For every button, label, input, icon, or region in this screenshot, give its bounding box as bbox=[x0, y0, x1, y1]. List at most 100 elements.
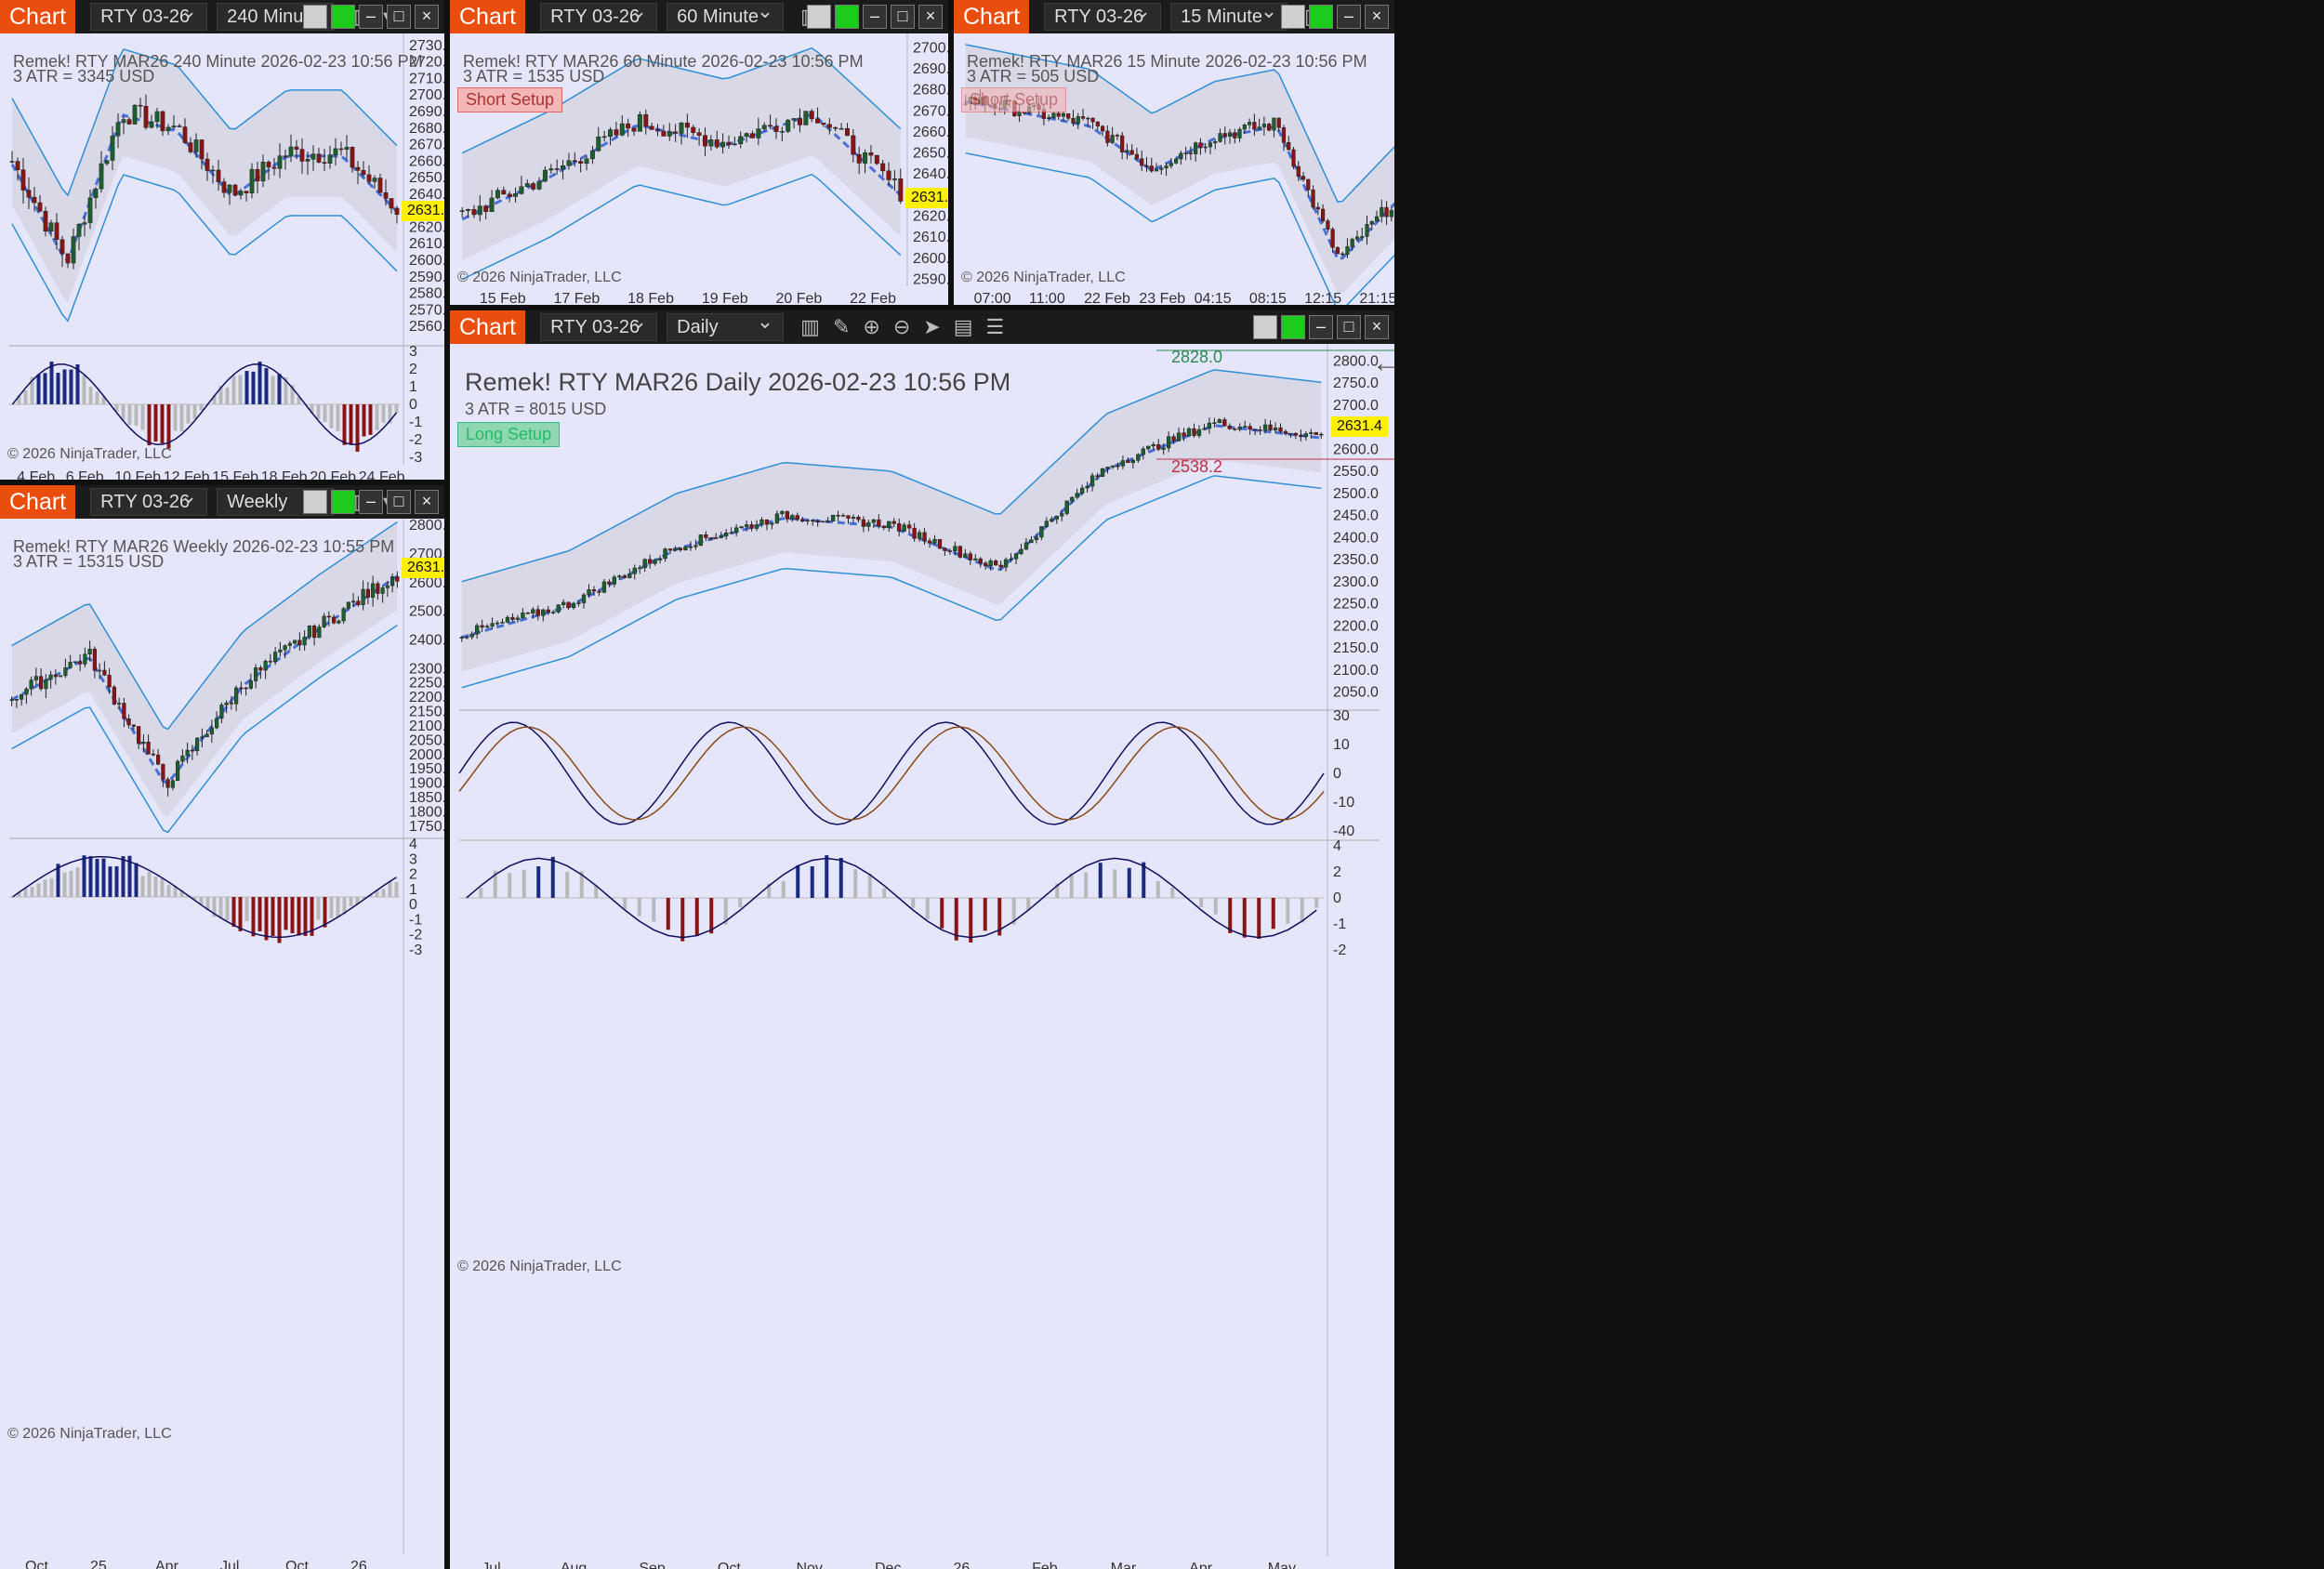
chart-daily-plot[interactable]: 2800.02750.02700.02650.02600.02550.02500… bbox=[450, 310, 1394, 1569]
interval-selector[interactable]: Daily bbox=[667, 310, 785, 341]
link-green-button[interactable] bbox=[331, 490, 355, 514]
stoch-tick-label: 10 bbox=[1333, 737, 1350, 753]
close-button[interactable]: × bbox=[918, 5, 943, 29]
candle-body bbox=[1182, 432, 1186, 437]
candle-body bbox=[390, 576, 395, 587]
minimize-button[interactable]: – bbox=[359, 490, 383, 514]
maximize-button[interactable]: □ bbox=[891, 5, 915, 29]
candle-body bbox=[171, 125, 177, 128]
maximize-button[interactable]: □ bbox=[387, 5, 411, 29]
candle-body bbox=[20, 169, 26, 191]
link-color-button[interactable] bbox=[303, 490, 327, 514]
y-tick-label: 2500.0 bbox=[409, 604, 444, 620]
instrument-selector[interactable]: RTY 03-26 bbox=[90, 0, 208, 31]
close-button[interactable]: × bbox=[1365, 5, 1389, 29]
histogram-bar bbox=[218, 897, 223, 918]
minimize-button[interactable]: – bbox=[1337, 5, 1361, 29]
link-color-button[interactable] bbox=[303, 5, 327, 29]
y-tick-label: 2700.0 bbox=[409, 87, 444, 103]
pencil-icon[interactable]: ✎ bbox=[832, 315, 851, 338]
x-tick-label: 08:15 bbox=[1249, 291, 1287, 305]
candle-body bbox=[507, 193, 512, 197]
chart-menu-button[interactable]: Chart bbox=[450, 310, 526, 344]
instrument-selector[interactable]: RTY 03-26 bbox=[540, 0, 658, 31]
histogram-bar bbox=[257, 897, 262, 932]
instrument-selector[interactable]: RTY 03-26 bbox=[90, 485, 208, 516]
candle-body bbox=[546, 609, 550, 613]
data-box-icon[interactable]: ▤ bbox=[953, 315, 973, 338]
candle-body bbox=[170, 780, 175, 788]
minimize-button[interactable]: – bbox=[1309, 315, 1333, 339]
histogram-bar bbox=[1271, 898, 1275, 930]
link-green-button[interactable] bbox=[1281, 315, 1305, 339]
candle-body bbox=[273, 652, 278, 662]
histogram-bar bbox=[796, 865, 800, 898]
interval-selector[interactable]: 60 Minute bbox=[667, 0, 785, 31]
chart-menu-button[interactable]: Chart bbox=[0, 485, 76, 519]
candle-body bbox=[372, 178, 377, 182]
close-button[interactable]: × bbox=[415, 5, 439, 29]
candle-body bbox=[1188, 152, 1193, 154]
candle-body bbox=[1288, 432, 1293, 435]
histogram-bar bbox=[1155, 880, 1160, 898]
minimize-button[interactable]: – bbox=[863, 5, 887, 29]
zoom-out-icon[interactable]: ⊖ bbox=[892, 315, 911, 338]
candle-body bbox=[698, 534, 704, 546]
pointer-icon[interactable]: ➤ bbox=[923, 315, 941, 338]
link-green-button[interactable] bbox=[1309, 5, 1333, 29]
candle-body bbox=[513, 193, 519, 197]
candle-body bbox=[770, 522, 774, 525]
instrument-selector[interactable]: RTY 03-26 bbox=[540, 310, 658, 341]
candle-body bbox=[1345, 246, 1350, 255]
candle-body bbox=[83, 653, 87, 665]
link-color-button[interactable] bbox=[1281, 5, 1305, 29]
candle-body bbox=[1281, 127, 1287, 143]
candle-body bbox=[861, 519, 866, 527]
candle-body bbox=[258, 667, 263, 671]
instrument-selector[interactable]: RTY 03-26 bbox=[1044, 0, 1162, 31]
chart-menu-button[interactable]: Chart bbox=[954, 0, 1030, 33]
chart-15min-plot[interactable]: 2690.02680.02670.02660.02650.02640.02630… bbox=[954, 0, 1394, 305]
candle-body bbox=[154, 111, 160, 123]
chart-weekly-plot[interactable]: 2800.02700.02600.02500.02400.02300.02250… bbox=[0, 485, 444, 1569]
maximize-button[interactable]: □ bbox=[1337, 315, 1361, 339]
chart-menu-button[interactable]: Chart bbox=[450, 0, 526, 33]
candle-body bbox=[708, 537, 713, 539]
candle-body bbox=[601, 136, 607, 138]
interval-selector[interactable]: 15 Minute bbox=[1170, 0, 1288, 31]
candle-body bbox=[531, 183, 536, 190]
zoom-in-icon[interactable]: ⊕ bbox=[863, 315, 880, 338]
candle-body bbox=[744, 524, 749, 527]
candle-body bbox=[1089, 475, 1095, 487]
candle-body bbox=[1140, 158, 1144, 166]
close-button[interactable]: × bbox=[415, 490, 439, 514]
long-setup-badge: Long Setup bbox=[457, 422, 561, 447]
close-button[interactable]: × bbox=[1365, 315, 1389, 339]
stoch-tick-label: 0 bbox=[1333, 766, 1341, 782]
candle-body bbox=[371, 583, 376, 599]
properties-icon[interactable]: ☰ bbox=[985, 315, 1005, 338]
link-green-button[interactable] bbox=[835, 5, 859, 29]
link-green-button[interactable] bbox=[331, 5, 355, 29]
maximize-button[interactable]: □ bbox=[387, 490, 411, 514]
chart-240min-plot[interactable]: 2730.02720.02710.02700.02690.02680.02670… bbox=[0, 0, 444, 480]
histogram-bar bbox=[1300, 898, 1304, 923]
link-color-button[interactable] bbox=[1253, 315, 1277, 339]
y-tick-label: 2600.0 bbox=[409, 575, 444, 591]
chart-menu-button[interactable]: Chart bbox=[0, 0, 76, 33]
candle-body bbox=[1272, 117, 1276, 131]
link-color-button[interactable] bbox=[807, 5, 831, 29]
bar-style-icon[interactable]: ▥ bbox=[800, 315, 820, 338]
osc-tick-label: 1 bbox=[409, 379, 417, 395]
candle-body bbox=[627, 574, 632, 578]
candle-body bbox=[1389, 209, 1393, 218]
candle-body bbox=[365, 588, 370, 599]
back-arrow-icon[interactable]: ← bbox=[1372, 348, 1394, 378]
x-tick-label: 04:15 bbox=[1195, 291, 1232, 305]
chart-weekly-panel: Chart RTY 03-26 Weekly ▥▾ –□× 2800.02700… bbox=[0, 485, 444, 1569]
candle-body bbox=[1242, 125, 1247, 130]
chart-60min-plot[interactable]: 2700.0 2690.0 2680.0 2670.0 2660.0 2650.0 2640… bbox=[450, 0, 948, 305]
chart-240min-panel: Chart RTY 03-26 240 Minute ▥▾ –□× 2730.0… bbox=[0, 0, 444, 480]
candle-body bbox=[344, 147, 350, 151]
minimize-button[interactable]: – bbox=[359, 5, 383, 29]
